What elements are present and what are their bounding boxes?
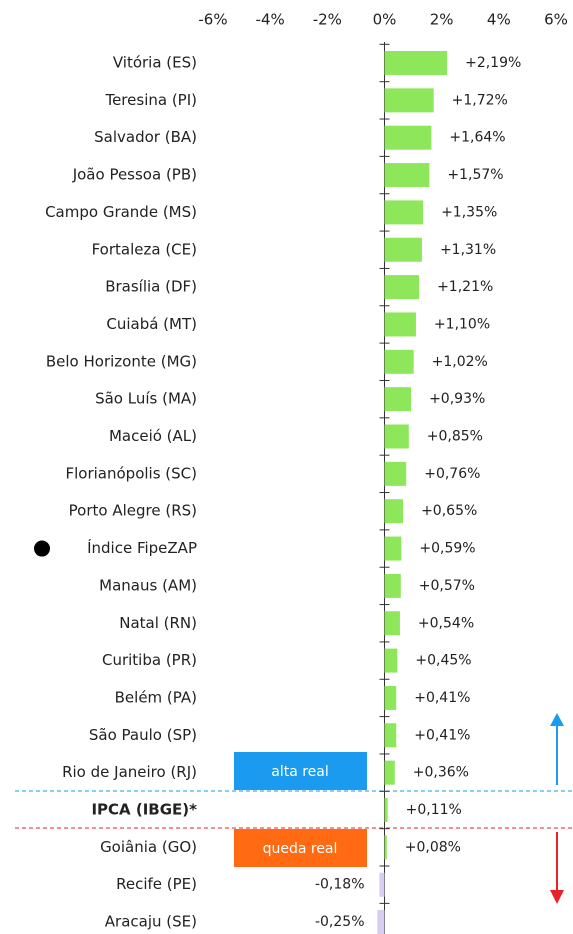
x-tick-label: 4% (487, 11, 511, 29)
category-label: Cuiabá (MT) (106, 315, 197, 333)
value-label: +0,11% (406, 802, 462, 818)
category-label: Goiânia (GO) (100, 838, 197, 856)
value-label: +0,59% (419, 541, 475, 557)
bar (384, 51, 448, 75)
value-label: +1,10% (434, 316, 490, 332)
value-label: +1,21% (437, 279, 493, 295)
category-label: Recife (PE) (116, 875, 197, 893)
bar (384, 275, 420, 300)
category-label: Aracaju (SE) (105, 913, 197, 931)
bar (384, 163, 430, 188)
bar (384, 424, 409, 449)
bar (384, 499, 404, 524)
bar (384, 573, 401, 598)
value-label: +0,85% (427, 429, 483, 445)
bar (384, 835, 387, 860)
category-label: Florianópolis (SC) (66, 464, 198, 482)
value-label: +0,45% (415, 653, 471, 669)
bar (384, 760, 395, 785)
category-label: Fortaleza (CE) (92, 240, 197, 258)
value-label: +0,36% (413, 765, 469, 781)
value-label: +0,41% (414, 690, 470, 706)
bar (384, 200, 424, 225)
x-tick-label: -2% (313, 11, 342, 29)
bar (384, 387, 412, 412)
bar (379, 872, 385, 897)
x-tick-label: 6% (544, 11, 568, 29)
category-label: Porto Alegre (RS) (69, 502, 197, 520)
category-label: Brasília (DF) (105, 278, 197, 296)
bar (384, 88, 434, 113)
value-label: +2,19% (465, 55, 521, 71)
category-label: IPCA (IBGE)* (91, 801, 197, 819)
category-label: São Luís (MA) (95, 390, 197, 408)
bar (384, 685, 397, 710)
category-label: Belo Horizonte (MG) (46, 352, 197, 370)
bar (384, 798, 388, 822)
bar (384, 723, 397, 748)
value-label: +0,93% (429, 391, 485, 407)
arrow-up-head (550, 713, 564, 726)
value-label: +0,65% (421, 503, 477, 519)
bar (384, 312, 416, 337)
value-label: +1,35% (441, 204, 497, 220)
value-label: +1,72% (452, 92, 508, 108)
annotation: queda real (263, 841, 338, 857)
x-tick-label: -4% (256, 11, 285, 29)
bar (384, 611, 400, 636)
value-label: +0,76% (424, 466, 480, 482)
bar (384, 349, 414, 374)
value-label: +0,41% (414, 727, 470, 743)
marker-dot (34, 540, 50, 557)
bar (377, 910, 385, 934)
category-label: Rio de Janeiro (RJ) (62, 763, 197, 781)
bar (384, 237, 422, 262)
value-label: +1,57% (447, 167, 503, 183)
x-tick-label: 2% (430, 11, 454, 29)
value-label: +0,57% (419, 578, 475, 594)
category-label: Manaus (AM) (99, 576, 197, 594)
value-label: -0,18% (315, 877, 365, 893)
value-label: +0,08% (405, 839, 461, 855)
alta-real-box (234, 752, 367, 790)
category-label: Índice FipeZAP (87, 538, 197, 557)
category-label: Natal (RN) (119, 614, 197, 632)
bar (384, 461, 407, 486)
category-label: Curitiba (PR) (102, 651, 197, 669)
annotation: alta real (271, 764, 329, 780)
value-label: -0,25% (315, 914, 365, 930)
x-tick-label: 0% (373, 11, 397, 29)
category-label: São Paulo (SP) (89, 726, 197, 744)
category-label: Campo Grande (MS) (45, 203, 197, 221)
x-tick-label: -6% (198, 11, 227, 29)
value-label: +0,54% (418, 615, 474, 631)
category-label: Teresina (PI) (104, 91, 197, 109)
value-label: +1,64% (449, 130, 505, 146)
category-label: Maceió (AL) (109, 427, 197, 445)
bar (384, 536, 402, 561)
arrow-down-head (550, 890, 564, 904)
category-label: Vitória (ES) (113, 54, 197, 72)
category-label: João Pessoa (PB) (72, 166, 197, 184)
bar (384, 648, 398, 673)
queda-real-box (234, 829, 367, 867)
category-label: Salvador (BA) (94, 128, 197, 146)
category-label: Belém (PA) (115, 688, 197, 706)
bar (384, 125, 432, 150)
value-label: +1,02% (432, 354, 488, 370)
value-label: +1,31% (440, 242, 496, 258)
